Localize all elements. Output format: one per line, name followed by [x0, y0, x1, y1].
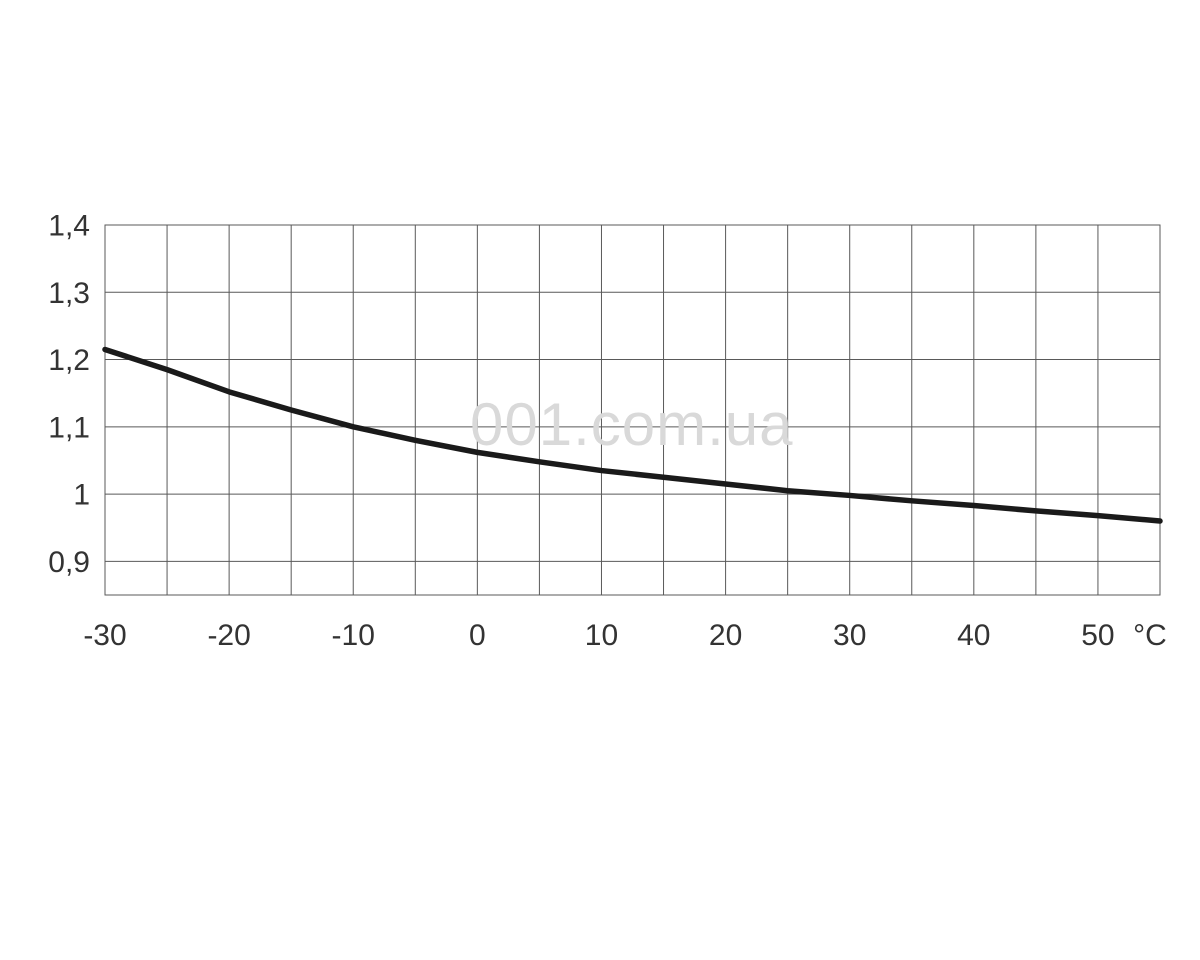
- y-tick-label: 0,9: [48, 546, 90, 579]
- x-tick-label: -20: [207, 619, 250, 652]
- line-chart: 001.com.ua 0,9 1 1,1 1,2 1,3 1,4 -30 -20 -10 0 10 20…: [0, 0, 1200, 960]
- x-unit-label: °C: [1133, 619, 1167, 652]
- x-tick-label: 10: [585, 619, 618, 652]
- x-tick-label: 20: [709, 619, 742, 652]
- x-tick-label: 0: [469, 619, 486, 652]
- x-tick-label: -30: [83, 619, 126, 652]
- x-tick-label: -10: [332, 619, 375, 652]
- y-tick-label: 1,1: [48, 411, 90, 444]
- x-tick-label: 40: [957, 619, 990, 652]
- x-tick-label: 50: [1081, 619, 1114, 652]
- watermark-text: 001.com.ua: [470, 391, 794, 458]
- y-tick-label: 1: [73, 479, 90, 512]
- y-tick-label: 1,3: [48, 277, 90, 310]
- y-tick-label: 1,4: [48, 210, 90, 243]
- chart-container: 001.com.ua 0,9 1 1,1 1,2 1,3 1,4 -30 -20 -10 0 10 20…: [0, 0, 1200, 960]
- y-tick-label: 1,2: [48, 344, 90, 377]
- x-tick-label: 30: [833, 619, 866, 652]
